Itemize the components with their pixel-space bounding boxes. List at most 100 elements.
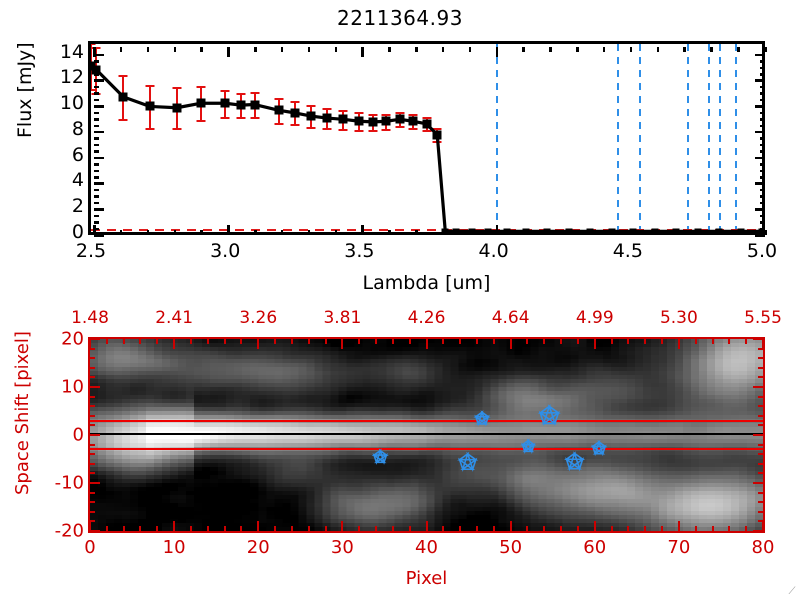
axis-tick	[361, 47, 364, 57]
data-point	[381, 116, 391, 126]
axis-tick	[361, 225, 364, 235]
axis-tick	[760, 176, 765, 179]
source-star-marker	[371, 448, 389, 465]
data-point	[715, 228, 723, 232]
axis-tick	[764, 47, 767, 52]
axis-tick	[758, 347, 763, 350]
spaceshift-y-tick: 10	[61, 376, 84, 398]
error-bar-cap	[145, 85, 155, 88]
error-bar-cap	[395, 126, 405, 129]
axis-tick	[758, 501, 763, 504]
axis-tick	[200, 47, 203, 52]
axis-tick	[90, 339, 91, 349]
axis-tick	[189, 526, 192, 531]
axis-tick	[760, 60, 765, 63]
wavelength-top-tick: 5.55	[744, 308, 782, 328]
axis-tick	[711, 339, 714, 344]
axis-tick	[762, 339, 763, 349]
axis-tick	[206, 526, 209, 531]
axis-tick	[223, 339, 226, 344]
axis-tick	[90, 530, 100, 531]
error-bar-cap	[172, 128, 182, 131]
axis-tick	[90, 366, 95, 369]
detected-source-star-markers	[371, 404, 608, 472]
axis-tick	[90, 339, 100, 340]
data-point	[395, 114, 405, 124]
axis-tick	[543, 526, 546, 531]
flux-plot-frame	[88, 41, 767, 237]
error-bar-cap	[290, 101, 300, 104]
flux-x-tick: 3.0	[210, 240, 241, 262]
axis-tick	[755, 53, 765, 57]
axis-tick	[758, 491, 763, 494]
data-point	[368, 117, 378, 127]
axis-tick	[388, 230, 391, 235]
pixel-x-axis-label: Pixel	[405, 568, 448, 589]
axis-tick	[274, 339, 277, 344]
error-bar-cap	[354, 112, 364, 115]
axis-tick	[94, 130, 104, 134]
data-point	[737, 228, 745, 232]
error-bar-cap	[196, 119, 206, 122]
axis-tick	[227, 225, 230, 235]
axis-tick	[661, 339, 664, 344]
axis-tick	[173, 521, 176, 531]
flux-y-tick: 2	[71, 195, 84, 218]
axis-tick	[90, 482, 100, 484]
axis-tick	[760, 137, 765, 140]
axis-tick	[94, 182, 104, 185]
error-bar-cap	[354, 130, 364, 133]
data-point	[484, 228, 492, 232]
pixel-x-tick: 30	[330, 537, 354, 558]
data-point	[522, 228, 530, 232]
axis-tick	[173, 339, 176, 349]
axis-tick	[415, 47, 418, 52]
data-point	[290, 108, 300, 118]
axis-tick	[610, 526, 613, 531]
data-point	[354, 116, 364, 126]
axis-tick	[240, 526, 243, 531]
axis-tick	[442, 526, 445, 531]
error-bar-cap	[322, 107, 332, 110]
axis-tick	[758, 357, 763, 360]
axis-tick	[656, 47, 660, 52]
error-bar-cap	[322, 128, 332, 131]
axis-tick	[753, 339, 763, 340]
error-bar-cap	[290, 124, 300, 127]
axis-tick	[94, 118, 99, 121]
axis-tick	[755, 208, 765, 211]
axis-tick	[677, 521, 680, 531]
flux-y-tick: 0	[71, 221, 84, 243]
axis-tick	[629, 47, 633, 52]
axis-tick	[468, 47, 472, 52]
axis-tick	[94, 195, 99, 198]
axis-tick	[755, 79, 765, 82]
flux-y-tick: 14	[59, 40, 84, 63]
axis-tick	[758, 424, 763, 427]
axis-tick	[94, 234, 104, 237]
axis-tick	[683, 230, 686, 235]
axis-tick	[90, 521, 91, 531]
axis-tick	[90, 520, 95, 523]
axis-tick	[375, 339, 378, 344]
error-bar-cap	[118, 74, 128, 77]
data-point	[468, 228, 476, 232]
data-point	[118, 92, 128, 102]
axis-tick	[90, 405, 95, 408]
axis-tick	[760, 188, 765, 192]
extraction-limit-line	[90, 419, 763, 422]
data-point	[432, 130, 442, 140]
error-bar-cap	[381, 128, 391, 131]
axis-tick	[758, 453, 763, 456]
axis-tick	[415, 230, 418, 235]
axis-tick	[90, 510, 95, 513]
axis-tick	[94, 73, 99, 76]
flux-x-tick: 4.0	[478, 240, 509, 262]
data-point	[422, 119, 431, 129]
error-bar-cap	[196, 86, 206, 89]
pixel-x-tick: 60	[583, 537, 607, 558]
axis-tick	[391, 339, 394, 344]
axis-tick	[90, 472, 95, 475]
axis-tick	[758, 520, 763, 523]
